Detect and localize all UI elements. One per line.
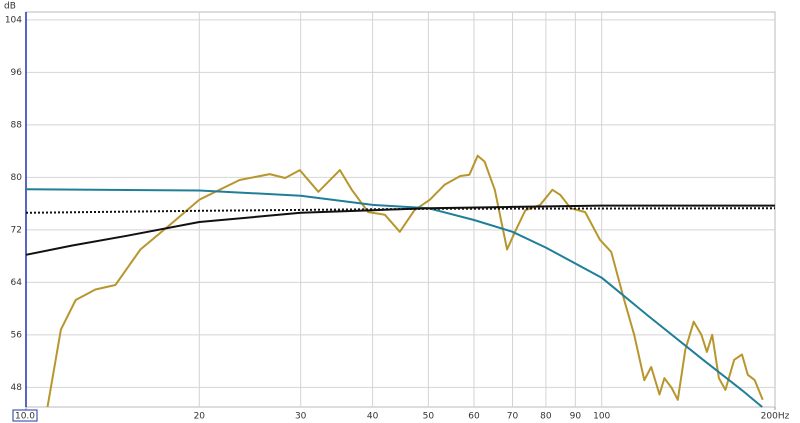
x-tick-label: 100: [593, 412, 610, 422]
x-tick-label: 200Hz: [761, 412, 790, 422]
x-tick-label: 10.0: [15, 412, 35, 422]
x-tick-label: 40: [367, 412, 379, 422]
series-line: [25, 188, 763, 408]
x-tick-label: 90: [570, 412, 582, 422]
y-tick-label: 56: [11, 330, 23, 340]
x-tick-label: 30: [295, 412, 307, 422]
y-tick-label: 96: [11, 68, 23, 78]
x-tick-label: 50: [423, 412, 435, 422]
y-tick-label: 72: [11, 225, 22, 235]
y-tick-label: 64: [11, 278, 23, 288]
y-tick-label: 104: [5, 15, 22, 25]
series-line: [46, 154, 764, 408]
x-tick-box: [12, 409, 38, 422]
y-tick-label: 48: [11, 383, 23, 393]
x-tick-label: 80: [540, 412, 552, 422]
x-tick-label: 60: [468, 412, 480, 422]
y-tick-label: 80: [11, 173, 23, 183]
y-axis-label: dB: [4, 2, 16, 12]
x-tick-label: 70: [507, 412, 519, 422]
y-tick-label: 88: [11, 120, 23, 130]
series-line: [25, 204, 775, 256]
x-tick-label: 20: [194, 412, 206, 422]
